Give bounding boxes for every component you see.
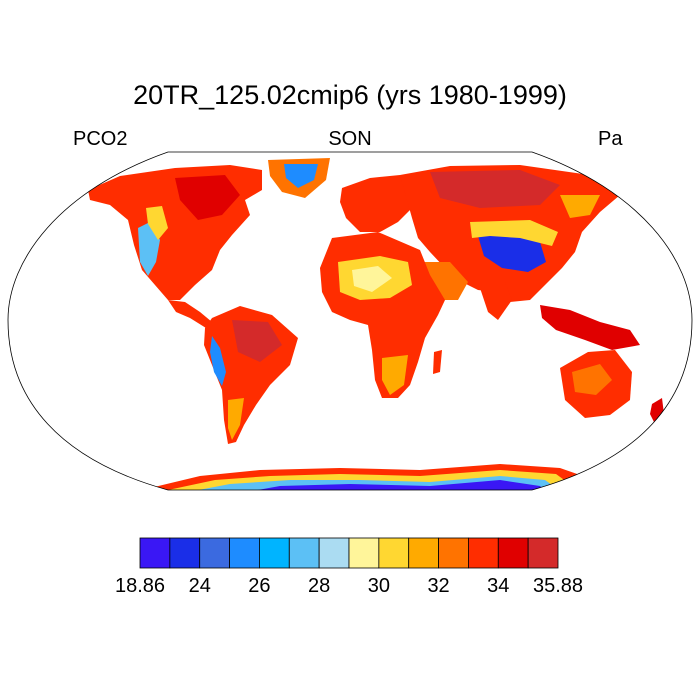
colorbar-box xyxy=(199,537,230,569)
colorbar-tick-label: 28 xyxy=(308,575,330,597)
colorbar-tick-label: 32 xyxy=(427,575,449,597)
tibet-cool-region xyxy=(478,232,546,272)
amazon-warm-region xyxy=(232,320,282,362)
colorbar-box xyxy=(288,537,320,569)
rockies-mid-region xyxy=(146,206,168,240)
southern-africa-mid-region xyxy=(382,355,408,395)
colorbar-box xyxy=(169,537,201,569)
units-label: Pa xyxy=(598,128,623,150)
colorbar-box xyxy=(318,537,350,569)
colorbar-box xyxy=(229,537,260,569)
colorbar-tick-label: 18.86 xyxy=(115,575,165,597)
north-america-warm-patch xyxy=(175,175,240,220)
colorbar-labels: 18.86 24 26 28 30 32 34 35.88 xyxy=(115,575,583,597)
greenland-ice-region xyxy=(284,164,318,188)
rockies-cool-region xyxy=(138,222,160,276)
colorbar-box xyxy=(497,537,529,569)
colorbar-box xyxy=(139,537,171,569)
tibet-mid-region xyxy=(470,220,558,246)
siberia-warm-region xyxy=(430,170,560,208)
europe-landmass xyxy=(340,175,418,232)
map-title: 20TR_125.02cmip6 (yrs 1980-1999) xyxy=(133,80,567,110)
colorbar-box xyxy=(408,537,439,569)
colorbar-box xyxy=(259,537,290,569)
colorbar-box xyxy=(468,537,499,569)
map-frame xyxy=(7,151,693,491)
colorbar-tick-label: 34 xyxy=(487,575,509,597)
east-siberia-mid-region xyxy=(560,195,600,218)
variable-label: PCO2 xyxy=(73,128,128,150)
sahara-cool-region xyxy=(352,266,392,292)
colorbar-tick-label: 24 xyxy=(189,575,211,597)
colorbar-box xyxy=(348,537,380,569)
colorbar-tick-label: 26 xyxy=(248,575,270,597)
southeast-asia-islands xyxy=(540,305,640,350)
colorbar-tick-label: 35.88 xyxy=(533,575,583,597)
colorbar-box xyxy=(527,537,559,569)
andes-cool-region xyxy=(210,336,226,386)
colorbar-tick-label: 30 xyxy=(368,575,390,597)
colorbar-boxes xyxy=(139,537,559,569)
india-landmass xyxy=(478,282,512,320)
australia-warm-region xyxy=(572,364,612,395)
season-label: SON xyxy=(328,128,372,150)
central-america-landmass xyxy=(168,300,212,328)
madagascar-landmass xyxy=(433,350,442,374)
antarctica-ice-core xyxy=(230,480,552,490)
patagonia-mid-region xyxy=(228,398,244,440)
map-area xyxy=(88,158,664,490)
colorbar-box xyxy=(438,537,469,569)
colorbar-box xyxy=(378,537,410,569)
